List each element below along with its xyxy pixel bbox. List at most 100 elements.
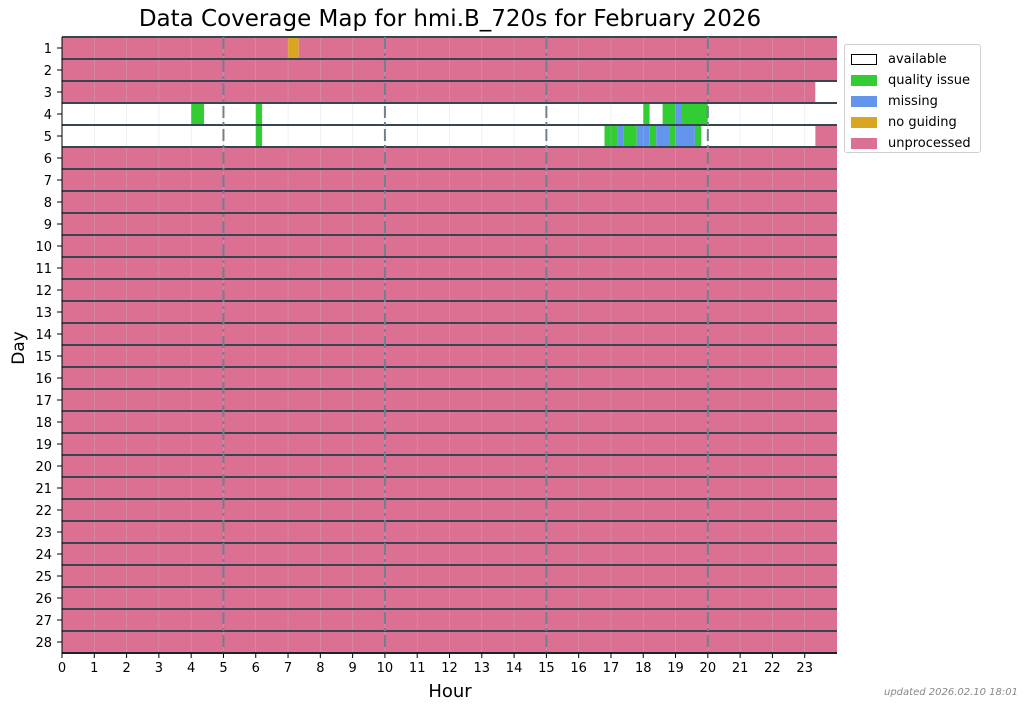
- segment-unprocessed: [62, 477, 837, 499]
- y-tick-label: 19: [35, 438, 52, 453]
- segment-unprocessed: [62, 433, 837, 455]
- segment-unprocessed: [62, 147, 837, 169]
- updated-timestamp: updated 2026.02.10 18:01: [883, 687, 1018, 698]
- x-axis-label: Hour: [428, 681, 472, 702]
- segment-available: [62, 125, 256, 147]
- y-tick-label: 5: [44, 130, 52, 145]
- y-tick-label: 9: [44, 218, 52, 233]
- legend-swatch: [851, 117, 877, 128]
- y-tick-label: 7: [44, 174, 52, 189]
- y-tick-label: 11: [35, 262, 52, 277]
- y-tick-label: 22: [35, 504, 52, 519]
- segment-available: [707, 103, 837, 125]
- segment-unprocessed: [62, 521, 837, 543]
- y-tick-label: 3: [44, 86, 52, 101]
- y-tick-label: 27: [35, 614, 52, 629]
- y-tick-label: 13: [35, 306, 52, 321]
- segment-unprocessed: [62, 631, 837, 653]
- segment-quality-issue: [643, 103, 650, 125]
- y-tick-label: 17: [35, 394, 52, 409]
- legend-item-available: available: [851, 49, 980, 70]
- y-tick-label: 12: [35, 284, 52, 299]
- segment-unprocessed: [62, 609, 837, 631]
- y-tick-label: 21: [35, 482, 52, 497]
- y-tick-label: 23: [35, 526, 52, 541]
- x-tick-label: 14: [506, 661, 523, 676]
- legend-item-missing: missing: [851, 91, 980, 112]
- y-tick-label: 2: [44, 64, 52, 79]
- y-tick-label: 25: [35, 570, 52, 585]
- x-tick-label: 18: [635, 661, 652, 676]
- segment-missing: [656, 125, 670, 147]
- segment-quality-issue: [255, 125, 263, 147]
- segment-quality-issue: [649, 125, 657, 147]
- legend-item-quality-issue: quality issue: [851, 70, 980, 91]
- segment-unprocessed: [62, 323, 837, 345]
- segment-unprocessed: [62, 169, 837, 191]
- legend-label: available: [888, 52, 947, 67]
- segment-unprocessed: [62, 411, 837, 433]
- y-tick-label: 16: [35, 372, 52, 387]
- x-tick-label: 16: [570, 661, 587, 676]
- segment-quality-issue: [191, 103, 205, 125]
- segment-quality-issue: [623, 125, 637, 147]
- y-tick-label: 14: [35, 328, 52, 343]
- legend-swatch: [851, 75, 877, 86]
- y-tick-label: 15: [35, 350, 52, 365]
- y-tick-label: 10: [35, 240, 52, 255]
- y-tick-label: 18: [35, 416, 52, 431]
- y-tick-label: 8: [44, 196, 52, 211]
- x-tick-label: 4: [187, 661, 195, 676]
- segment-available: [649, 103, 663, 125]
- segment-unprocessed: [62, 499, 837, 521]
- segment-missing: [617, 125, 624, 147]
- segment-quality-issue: [669, 125, 676, 147]
- segment-unprocessed: [298, 37, 838, 59]
- x-tick-label: 2: [122, 661, 130, 676]
- segment-available: [262, 125, 605, 147]
- segment-no-guiding: [288, 37, 299, 59]
- legend-label: missing: [888, 94, 938, 109]
- x-tick-label: 21: [732, 661, 749, 676]
- y-tick-label: 28: [35, 636, 52, 651]
- segment-quality-issue: [682, 103, 708, 125]
- x-tick-label: 0: [58, 661, 66, 676]
- x-tick-label: 17: [603, 661, 620, 676]
- x-tick-label: 1: [90, 661, 98, 676]
- x-tick-label: 15: [538, 661, 555, 676]
- x-tick-label: 11: [409, 661, 426, 676]
- y-tick-label: 24: [35, 548, 52, 563]
- segment-available: [62, 103, 192, 125]
- legend-label: no guiding: [888, 115, 957, 130]
- x-tick-label: 19: [667, 661, 684, 676]
- segment-unprocessed: [62, 389, 837, 411]
- segment-available: [262, 103, 644, 125]
- segment-available: [701, 125, 816, 147]
- segment-quality-issue: [255, 103, 263, 125]
- y-tick-label: 20: [35, 460, 52, 475]
- x-tick-label: 7: [284, 661, 292, 676]
- segment-quality-issue: [604, 125, 618, 147]
- y-tick-label: 1: [44, 42, 52, 57]
- segment-available: [204, 103, 256, 125]
- segment-missing: [636, 125, 650, 147]
- x-tick-label: 22: [764, 661, 781, 676]
- chart-title: Data Coverage Map for hmi.B_720s for Feb…: [138, 6, 762, 32]
- legend-swatch: [851, 138, 877, 149]
- x-tick-label: 9: [348, 661, 356, 676]
- segment-unprocessed: [62, 37, 289, 59]
- x-tick-label: 6: [252, 661, 260, 676]
- segment-unprocessed: [62, 81, 816, 103]
- y-tick-label: 4: [44, 108, 52, 123]
- legend-swatch: [851, 54, 877, 65]
- segment-unprocessed: [62, 455, 837, 477]
- segment-unprocessed: [62, 367, 837, 389]
- segment-missing: [675, 125, 695, 147]
- legend-swatch: [851, 96, 877, 107]
- chart-legend: available quality issue missing no guiding u…: [844, 44, 981, 153]
- legend-item-no-guiding: no guiding: [851, 112, 980, 133]
- x-tick-label: 12: [441, 661, 458, 676]
- segment-quality-issue: [694, 125, 702, 147]
- x-tick-label: 10: [377, 661, 394, 676]
